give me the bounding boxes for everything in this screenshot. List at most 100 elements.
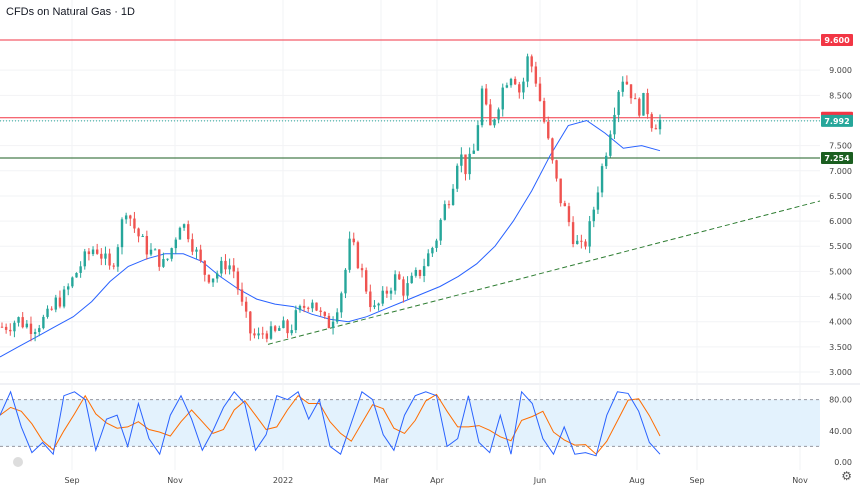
candle-body [38, 328, 41, 333]
candle-body [4, 326, 8, 330]
candle-body [638, 98, 641, 116]
candle-body [530, 56, 533, 67]
candle-body [563, 203, 567, 207]
candle-body [340, 293, 343, 313]
candle-body [555, 160, 558, 179]
candle-body [476, 125, 480, 151]
candle-body [21, 317, 24, 328]
candle-body [149, 249, 153, 255]
candle-body [592, 209, 595, 222]
candle-body [302, 305, 306, 308]
candle-body [331, 321, 335, 329]
candle-body [199, 249, 202, 261]
candle-body [170, 248, 173, 259]
stochastic-band [0, 399, 820, 447]
y-tick-label: 4.000 [829, 318, 852, 327]
candle-body [207, 274, 211, 283]
candle-body [427, 253, 430, 267]
candle-body [389, 290, 393, 294]
candle-body [600, 166, 604, 193]
candle-body [100, 253, 103, 259]
candle-body [187, 224, 190, 240]
candle-body [0, 326, 4, 328]
candle-body [538, 83, 542, 101]
candle-body [410, 275, 413, 284]
price-tag-label: 7.992 [824, 117, 849, 126]
candle-body [261, 333, 264, 335]
candle-body [406, 283, 409, 296]
candle-body [381, 290, 384, 304]
x-tick-label: Sep [64, 476, 79, 485]
y-tick-label: 5.500 [829, 242, 852, 251]
candle-body [501, 87, 504, 110]
y-tick-label: 3.000 [829, 368, 852, 377]
candle-body [87, 251, 91, 255]
candle-body [108, 253, 111, 266]
candle-body [253, 333, 256, 336]
candle-body [551, 138, 554, 161]
candle-body [104, 253, 107, 259]
candle-body [137, 228, 140, 237]
x-tick-label: Sep [689, 476, 704, 485]
candle-body [369, 291, 372, 308]
candle-body [422, 266, 426, 276]
candle-body [133, 218, 136, 229]
candle-body [621, 81, 624, 92]
candle-body [265, 333, 269, 339]
candle-body [273, 326, 277, 331]
candle-body [547, 121, 550, 139]
candle-body [431, 247, 434, 254]
candle-body [141, 236, 144, 238]
candle-body [240, 289, 244, 302]
candle-body [377, 303, 380, 306]
price-tag-label: 9.600 [824, 36, 850, 45]
candle-body [29, 323, 33, 335]
y-tick-label: 7.500 [829, 142, 852, 151]
candle-body [232, 265, 235, 272]
candle-body [67, 286, 70, 290]
candle-body [576, 240, 579, 245]
gear-icon[interactable]: ⚙ [841, 469, 852, 483]
y-tick-label: 6.500 [829, 192, 852, 201]
candle-body [605, 155, 608, 167]
candle-body [646, 92, 649, 115]
candle-body [33, 332, 37, 335]
candle-body [178, 227, 182, 240]
x-tick-label: Apr [430, 476, 445, 485]
candle-body [584, 241, 587, 247]
candle-body [402, 279, 405, 296]
stochastic-tick-label: 80.00 [829, 396, 852, 405]
candle-body [203, 260, 206, 275]
candle-body [497, 109, 500, 120]
candle-body [83, 251, 86, 267]
candle-body [129, 215, 132, 219]
price-tag [821, 152, 853, 165]
x-tick-label: Aug [629, 476, 645, 485]
candle-body [307, 307, 310, 309]
candle-body [298, 305, 302, 311]
candle-body [249, 311, 252, 334]
candle-body [269, 326, 273, 339]
tradingview-logo-icon [13, 457, 23, 467]
candle-body [282, 320, 285, 329]
candle-body [418, 269, 422, 276]
candle-body [58, 297, 62, 307]
candle-body [393, 274, 397, 291]
candle-body [364, 270, 368, 292]
y-tick-label: 8.500 [829, 91, 852, 100]
candle-body [112, 265, 115, 267]
candle-body [472, 150, 475, 154]
candle-body [414, 269, 418, 276]
candle-body [336, 312, 339, 322]
candle-body [42, 316, 45, 329]
candle-body [468, 153, 471, 175]
candle-body [182, 224, 186, 228]
candle-body [373, 305, 376, 308]
candle-body [654, 128, 658, 130]
candle-body [294, 310, 298, 331]
candle-body [352, 238, 355, 243]
stochastic-tick-label: 0.00 [834, 458, 852, 467]
candle-body [629, 84, 633, 99]
candle-body [91, 249, 95, 255]
